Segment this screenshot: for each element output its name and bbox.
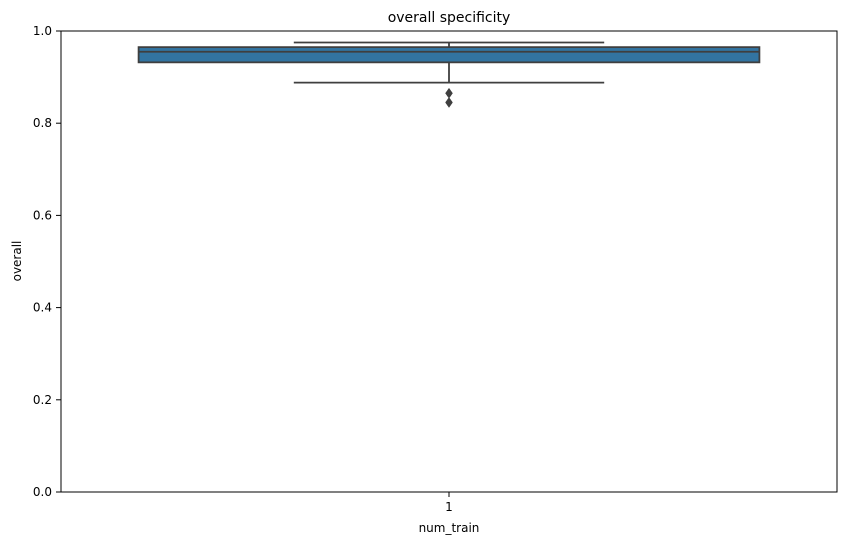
plot-frame	[60, 30, 838, 493]
plot-area	[137, 41, 761, 108]
y-tick-label: 0.2	[33, 393, 52, 407]
y-axis-label: overall	[10, 241, 24, 282]
x-axis-label: num_train	[419, 521, 480, 535]
y-tick-label: 0.0	[33, 485, 52, 499]
y-tick-label: 1.0	[33, 24, 52, 38]
outlier-point	[445, 87, 453, 99]
chart-title: overall specificity	[388, 10, 511, 26]
box-group	[137, 41, 761, 108]
x-tick-label: 1	[445, 500, 453, 514]
y-tick-label: 0.8	[33, 116, 52, 130]
y-axis-ticks: 0.0 0.2 0.4 0.6 0.8 1.0	[33, 24, 61, 499]
y-tick-label: 0.6	[33, 208, 52, 222]
box-iqr	[137, 46, 761, 64]
outlier-point	[445, 97, 453, 108]
y-tick-label: 0.4	[33, 301, 52, 315]
x-axis-ticks: 1	[445, 492, 453, 514]
